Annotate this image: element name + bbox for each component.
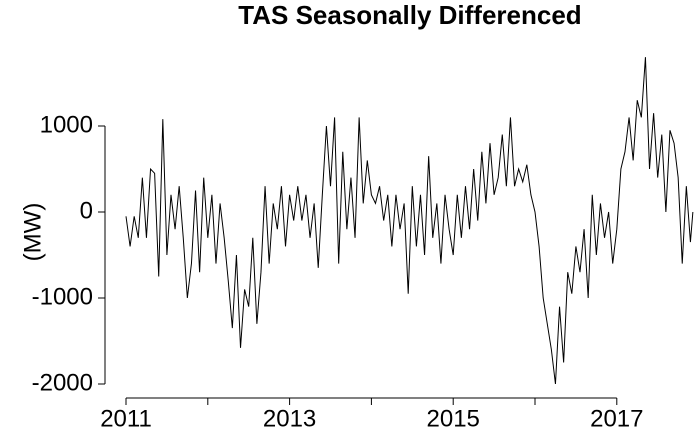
series-line (125, 57, 694, 385)
y-tick-label: -2000 (32, 369, 93, 396)
y-tick-label: -1000 (32, 283, 93, 310)
y-tick-label: 1000 (40, 111, 93, 138)
chart-title: TAS Seasonally Differenced (238, 0, 581, 30)
y-axis-label: (MW) (19, 203, 46, 262)
y-tick-label: 0 (80, 197, 93, 224)
x-tick-label: 2017 (590, 405, 643, 432)
x-tick-label: 2015 (427, 405, 480, 432)
x-tick-label: 2013 (263, 405, 316, 432)
x-tick-label: 2011 (100, 405, 152, 432)
